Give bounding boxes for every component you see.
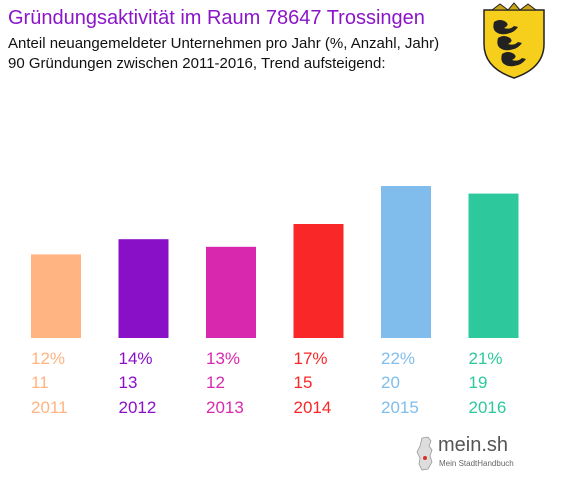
year-label-2014: 2014 bbox=[294, 398, 332, 417]
percent-label-2013: 13% bbox=[206, 349, 240, 368]
percent-label-2015: 22% bbox=[381, 349, 415, 368]
year-label-2015: 2015 bbox=[381, 398, 419, 417]
chart-subtitle-line-1: Anteil neuangemeldeter Unternehmen pro J… bbox=[8, 35, 440, 52]
brand-name: mein.sh bbox=[438, 434, 509, 456]
count-label-2016: 19 bbox=[469, 373, 488, 392]
count-label-2011: 11 bbox=[31, 373, 49, 392]
percent-label-2014: 17% bbox=[294, 349, 328, 368]
year-label-2012: 2012 bbox=[119, 398, 157, 417]
germany-map-icon bbox=[416, 436, 433, 471]
brand-tagline: Mein StadtHandbuch bbox=[439, 459, 514, 468]
count-label-2013: 12 bbox=[206, 373, 225, 392]
percent-label-2011: 12% bbox=[31, 349, 65, 368]
year-label-2013: 2013 bbox=[206, 398, 244, 417]
coat-of-arms-icon bbox=[483, 2, 545, 79]
bar-2012 bbox=[118, 239, 169, 338]
bar-2013 bbox=[206, 246, 256, 338]
bar-2015 bbox=[381, 186, 431, 338]
year-label-2011: 2011 bbox=[31, 398, 68, 417]
percent-label-2012: 14% bbox=[119, 349, 153, 368]
chart-subtitle-line-2: 90 Gründungen zwischen 2011-2016, Trend … bbox=[8, 55, 386, 72]
bar-2016 bbox=[468, 193, 519, 338]
year-label-2016: 2016 bbox=[469, 398, 507, 417]
count-label-2015: 20 bbox=[381, 373, 400, 392]
count-label-2014: 15 bbox=[294, 373, 313, 392]
bar-2011 bbox=[31, 254, 81, 338]
percent-label-2016: 21% bbox=[469, 349, 503, 368]
chart-title: Gründungsaktivität im Raum 78647 Trossin… bbox=[8, 7, 425, 29]
brand-logo: mein.sh Mein StadtHandbuch bbox=[414, 432, 526, 476]
bar-2014 bbox=[293, 224, 344, 338]
count-label-2012: 13 bbox=[119, 373, 138, 392]
